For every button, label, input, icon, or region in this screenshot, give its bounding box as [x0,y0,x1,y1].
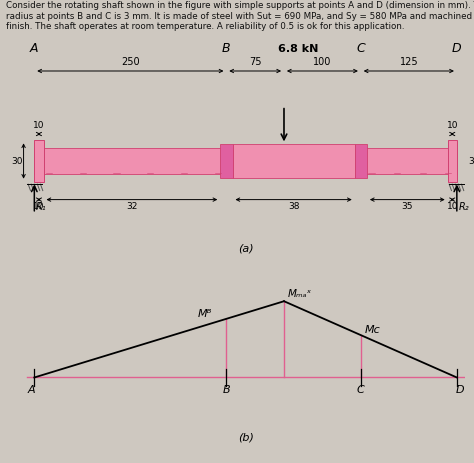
Text: 100: 100 [313,56,332,67]
Bar [233,144,355,178]
Text: B: B [222,42,231,55]
Text: R₂: R₂ [458,202,469,212]
Text: 10: 10 [447,201,458,211]
Text: 125: 125 [400,56,418,67]
Text: (b): (b) [237,432,254,443]
Text: 30: 30 [468,156,474,165]
Text: D: D [456,385,464,395]
Text: 32: 32 [126,201,137,211]
Text: 38: 38 [288,201,300,211]
Text: Mᴄ: Mᴄ [365,325,381,335]
Text: Consider the rotating shaft shown in the figure with simple supports at points A: Consider the rotating shaft shown in the… [6,1,474,10]
Text: 30: 30 [12,156,23,165]
Text: D: D [452,42,462,55]
Text: 6.8 kN: 6.8 kN [278,44,318,54]
Text: B: B [223,385,230,395]
Text: radius at points B and C is 3 mm. It is made of steel with Sut = 690 MPa, and Sy: radius at points B and C is 3 mm. It is … [6,12,474,20]
Text: 35: 35 [401,201,413,211]
Text: A: A [27,385,35,395]
Text: 10: 10 [447,120,458,130]
Text: finish. The shaft operates at room temperature. A reliability of 0.5 is ok for t: finish. The shaft operates at room tempe… [6,22,404,31]
Bar [34,148,457,174]
Bar [447,140,457,181]
Text: 10: 10 [33,120,45,130]
Text: C: C [356,42,365,55]
Text: Mₘₐˣ: Mₘₐˣ [288,289,312,299]
Bar [355,144,367,178]
Text: C: C [357,385,365,395]
Text: Mᴮ: Mᴮ [198,309,212,319]
Bar [34,140,44,181]
Text: 10: 10 [33,201,45,211]
Text: R₁: R₁ [36,202,46,212]
Text: (a): (a) [238,243,254,253]
Text: 250: 250 [121,56,140,67]
Text: A: A [30,42,38,55]
Bar [220,144,233,178]
Text: 75: 75 [249,56,262,67]
